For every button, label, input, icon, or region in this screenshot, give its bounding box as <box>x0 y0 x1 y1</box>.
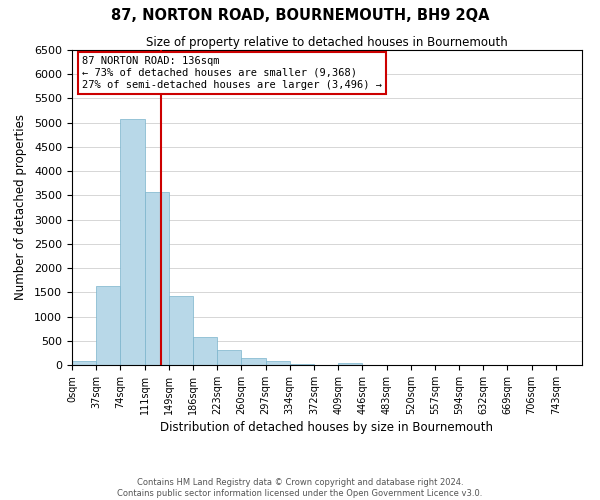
Y-axis label: Number of detached properties: Number of detached properties <box>14 114 27 300</box>
Bar <box>338 362 362 365</box>
Bar <box>217 350 241 365</box>
Bar <box>96 286 121 365</box>
Bar <box>290 364 314 365</box>
Text: Contains HM Land Registry data © Crown copyright and database right 2024.
Contai: Contains HM Land Registry data © Crown c… <box>118 478 482 498</box>
Bar <box>193 337 217 365</box>
Bar <box>145 192 169 365</box>
Text: 87, NORTON ROAD, BOURNEMOUTH, BH9 2QA: 87, NORTON ROAD, BOURNEMOUTH, BH9 2QA <box>111 8 489 22</box>
Text: 87 NORTON ROAD: 136sqm
← 73% of detached houses are smaller (9,368)
27% of semi-: 87 NORTON ROAD: 136sqm ← 73% of detached… <box>82 56 382 90</box>
Bar <box>169 296 193 365</box>
X-axis label: Distribution of detached houses by size in Bournemouth: Distribution of detached houses by size … <box>161 421 493 434</box>
Title: Size of property relative to detached houses in Bournemouth: Size of property relative to detached ho… <box>146 36 508 49</box>
Bar <box>241 358 266 365</box>
Bar <box>266 362 290 365</box>
Bar <box>121 119 145 365</box>
Bar <box>72 362 96 365</box>
